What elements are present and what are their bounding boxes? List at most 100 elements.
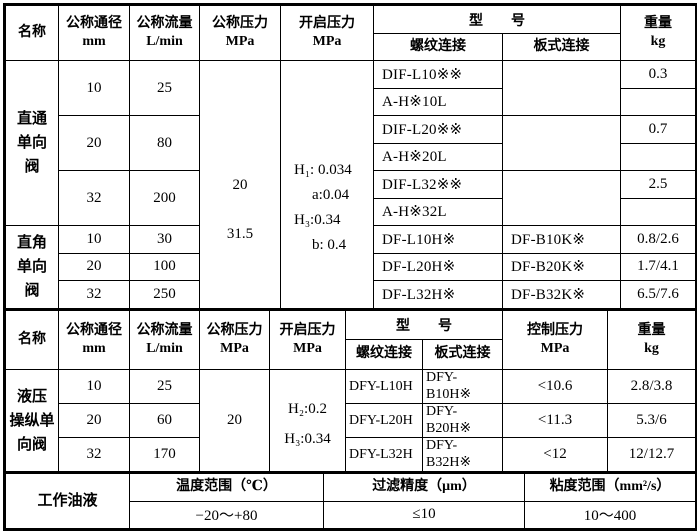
header-flow: 公称流量 L/min: [129, 308, 200, 370]
cell-flow: 25: [129, 60, 200, 116]
cell-model-plate-blank: [502, 60, 621, 116]
cell-weight: 2.8/3.8: [607, 369, 696, 404]
cell-model-plate: DFY-B20H※: [422, 403, 503, 438]
cell-model-thread: A-H※10L: [373, 87, 503, 116]
header-weight: 重量 kg: [620, 5, 696, 61]
header-name: 名称: [5, 5, 59, 61]
cell-model-plate: DFY-B10H※: [422, 369, 503, 404]
header-opening-pressure: 开启压力 MPa: [269, 308, 346, 370]
pilot-check-valve-table: 名称 公称通径 mm 公称流量 L/min 公称压力 MPa 开启压力 MPa …: [5, 308, 696, 472]
cell-weight: 12/12.7: [607, 437, 696, 472]
cell-model-thread: DFY-L10H: [345, 369, 423, 404]
cell-weight: 1.7/4.1: [620, 252, 696, 281]
header-temperature-range: 温度范围（℃）: [129, 472, 324, 502]
cell-weight-blank: [620, 87, 696, 116]
pressure-value: 31.5: [226, 226, 254, 243]
cell-weight: 2.5: [620, 170, 696, 199]
cell-model-plate-blank: [502, 170, 621, 226]
opening-pressure-values: H₂:0.2 H₃:0.34: [271, 394, 345, 448]
cell-model-thread: DF-L20H※: [373, 252, 503, 281]
cell-model-plate: DFY-B32H※: [422, 437, 503, 472]
opening-value: H₁: 0.034: [294, 162, 352, 179]
cell-diameter: 10: [58, 60, 130, 116]
cell-model-thread: DFY-L32H: [345, 437, 423, 472]
cell-weight: 5.3/6: [607, 403, 696, 438]
header-pressure: 公称压力 MPa: [199, 308, 270, 370]
cell-flow: 25: [129, 369, 200, 404]
cell-control-pressure: <12: [502, 437, 608, 472]
working-fluid-label: 工作油液: [5, 472, 130, 529]
cell-diameter: 10: [58, 225, 130, 254]
opening-value: H₂:0.2: [288, 400, 327, 417]
cell-model-plate: DF-B20K※: [502, 252, 621, 281]
cell-model-plate-blank: [502, 115, 621, 171]
cell-model-thread: A-H※20L: [373, 142, 503, 171]
valve-name-straight: 直通 单向 阀: [5, 60, 59, 226]
cell-weight: 0.8/2.6: [620, 225, 696, 254]
header-diameter: 公称通径 mm: [58, 308, 130, 370]
header-opening-pressure: 开启压力 MPa: [280, 5, 374, 61]
header-model: 型 号: [373, 5, 621, 34]
header-thread-connection: 螺纹连接: [373, 33, 503, 61]
cell-weight-blank: [620, 197, 696, 226]
header-plate-connection: 板式连接: [422, 339, 503, 370]
filtration-value: ≤10: [323, 500, 525, 529]
header-control-pressure: 控制压力 MPa: [502, 308, 608, 370]
cell-weight: 6.5/7.6: [620, 280, 696, 309]
cell-weight: 0.3: [620, 60, 696, 89]
header-weight: 重量 kg: [607, 308, 696, 370]
cell-flow: 250: [129, 280, 200, 309]
cell-weight: 0.7: [620, 115, 696, 144]
header-thread-connection: 螺纹连接: [345, 339, 423, 370]
cell-diameter: 32: [58, 170, 130, 226]
cell-diameter: 32: [58, 437, 130, 472]
working-fluid-table: 工作油液 温度范围（℃） 过滤精度（μm） 粘度范围（mm²/s） −20～+8…: [5, 472, 696, 529]
cell-diameter: 20: [58, 403, 130, 438]
cell-diameter: 20: [58, 115, 130, 171]
cell-model-plate: DF-B32K※: [502, 280, 621, 309]
cell-opening-pressure: H₁: 0.034 a:0.04 H₃:0.34 b: 0.4: [280, 60, 374, 309]
temperature-range-value: −20～+80: [129, 500, 324, 529]
cell-model-thread: DIF-L32※※: [373, 170, 503, 199]
cell-flow: 30: [129, 225, 200, 254]
cell-model-thread: DFY-L20H: [345, 403, 423, 438]
cell-flow: 100: [129, 252, 200, 281]
cell-model-plate: DF-B10K※: [502, 225, 621, 254]
header-filtration: 过滤精度（μm）: [323, 472, 525, 502]
cell-control-pressure: <11.3: [502, 403, 608, 438]
cell-flow: 200: [129, 170, 200, 226]
cell-nominal-pressure: 20 31.5: [199, 60, 281, 309]
cell-nominal-pressure: 20: [199, 369, 270, 472]
opening-value: H₃:0.34: [294, 212, 341, 229]
cell-diameter: 32: [58, 280, 130, 309]
cell-flow: 80: [129, 115, 200, 171]
opening-value: a:0.04: [312, 187, 350, 204]
pressure-values: 20 31.5: [201, 125, 280, 243]
header-name: 名称: [5, 308, 59, 370]
opening-pressure-values: H₁: 0.034 a:0.04 H₃:0.34 b: 0.4: [282, 114, 373, 254]
cell-flow: 170: [129, 437, 200, 472]
cell-diameter: 20: [58, 252, 130, 281]
cell-model-thread: DIF-L10※※: [373, 60, 503, 89]
cell-model-thread: DIF-L20※※: [373, 115, 503, 144]
viscosity-range-value: 10～400: [524, 500, 696, 529]
cell-weight-blank: [620, 142, 696, 171]
cell-opening-pressure: H₂:0.2 H₃:0.34: [269, 369, 346, 472]
valve-name-pilot: 液压 操纵单 向阀: [5, 369, 59, 472]
pressure-value: 20: [232, 177, 248, 194]
header-flow: 公称流量 L/min: [129, 5, 200, 61]
cell-model-thread: DF-L32H※: [373, 280, 503, 309]
check-valve-table: 名称 公称通径 mm 公称流量 L/min 公称压力 MPa 开启压力 MPa …: [5, 5, 696, 309]
valve-name-angle: 直角 单向 阀: [5, 225, 59, 309]
header-plate-connection: 板式连接: [502, 33, 621, 61]
cell-diameter: 10: [58, 369, 130, 404]
opening-value: H₃:0.34: [284, 430, 331, 447]
header-pressure: 公称压力 MPa: [199, 5, 281, 61]
header-viscosity-range: 粘度范围（mm²/s）: [524, 472, 696, 502]
header-model: 型 号: [345, 308, 503, 340]
valve-spec-sheet: 名称 公称通径 mm 公称流量 L/min 公称压力 MPa 开启压力 MPa …: [3, 3, 697, 531]
header-diameter: 公称通径 mm: [58, 5, 130, 61]
cell-model-thread: DF-L10H※: [373, 225, 503, 254]
cell-control-pressure: <10.6: [502, 369, 608, 404]
opening-value: b: 0.4: [312, 237, 347, 254]
